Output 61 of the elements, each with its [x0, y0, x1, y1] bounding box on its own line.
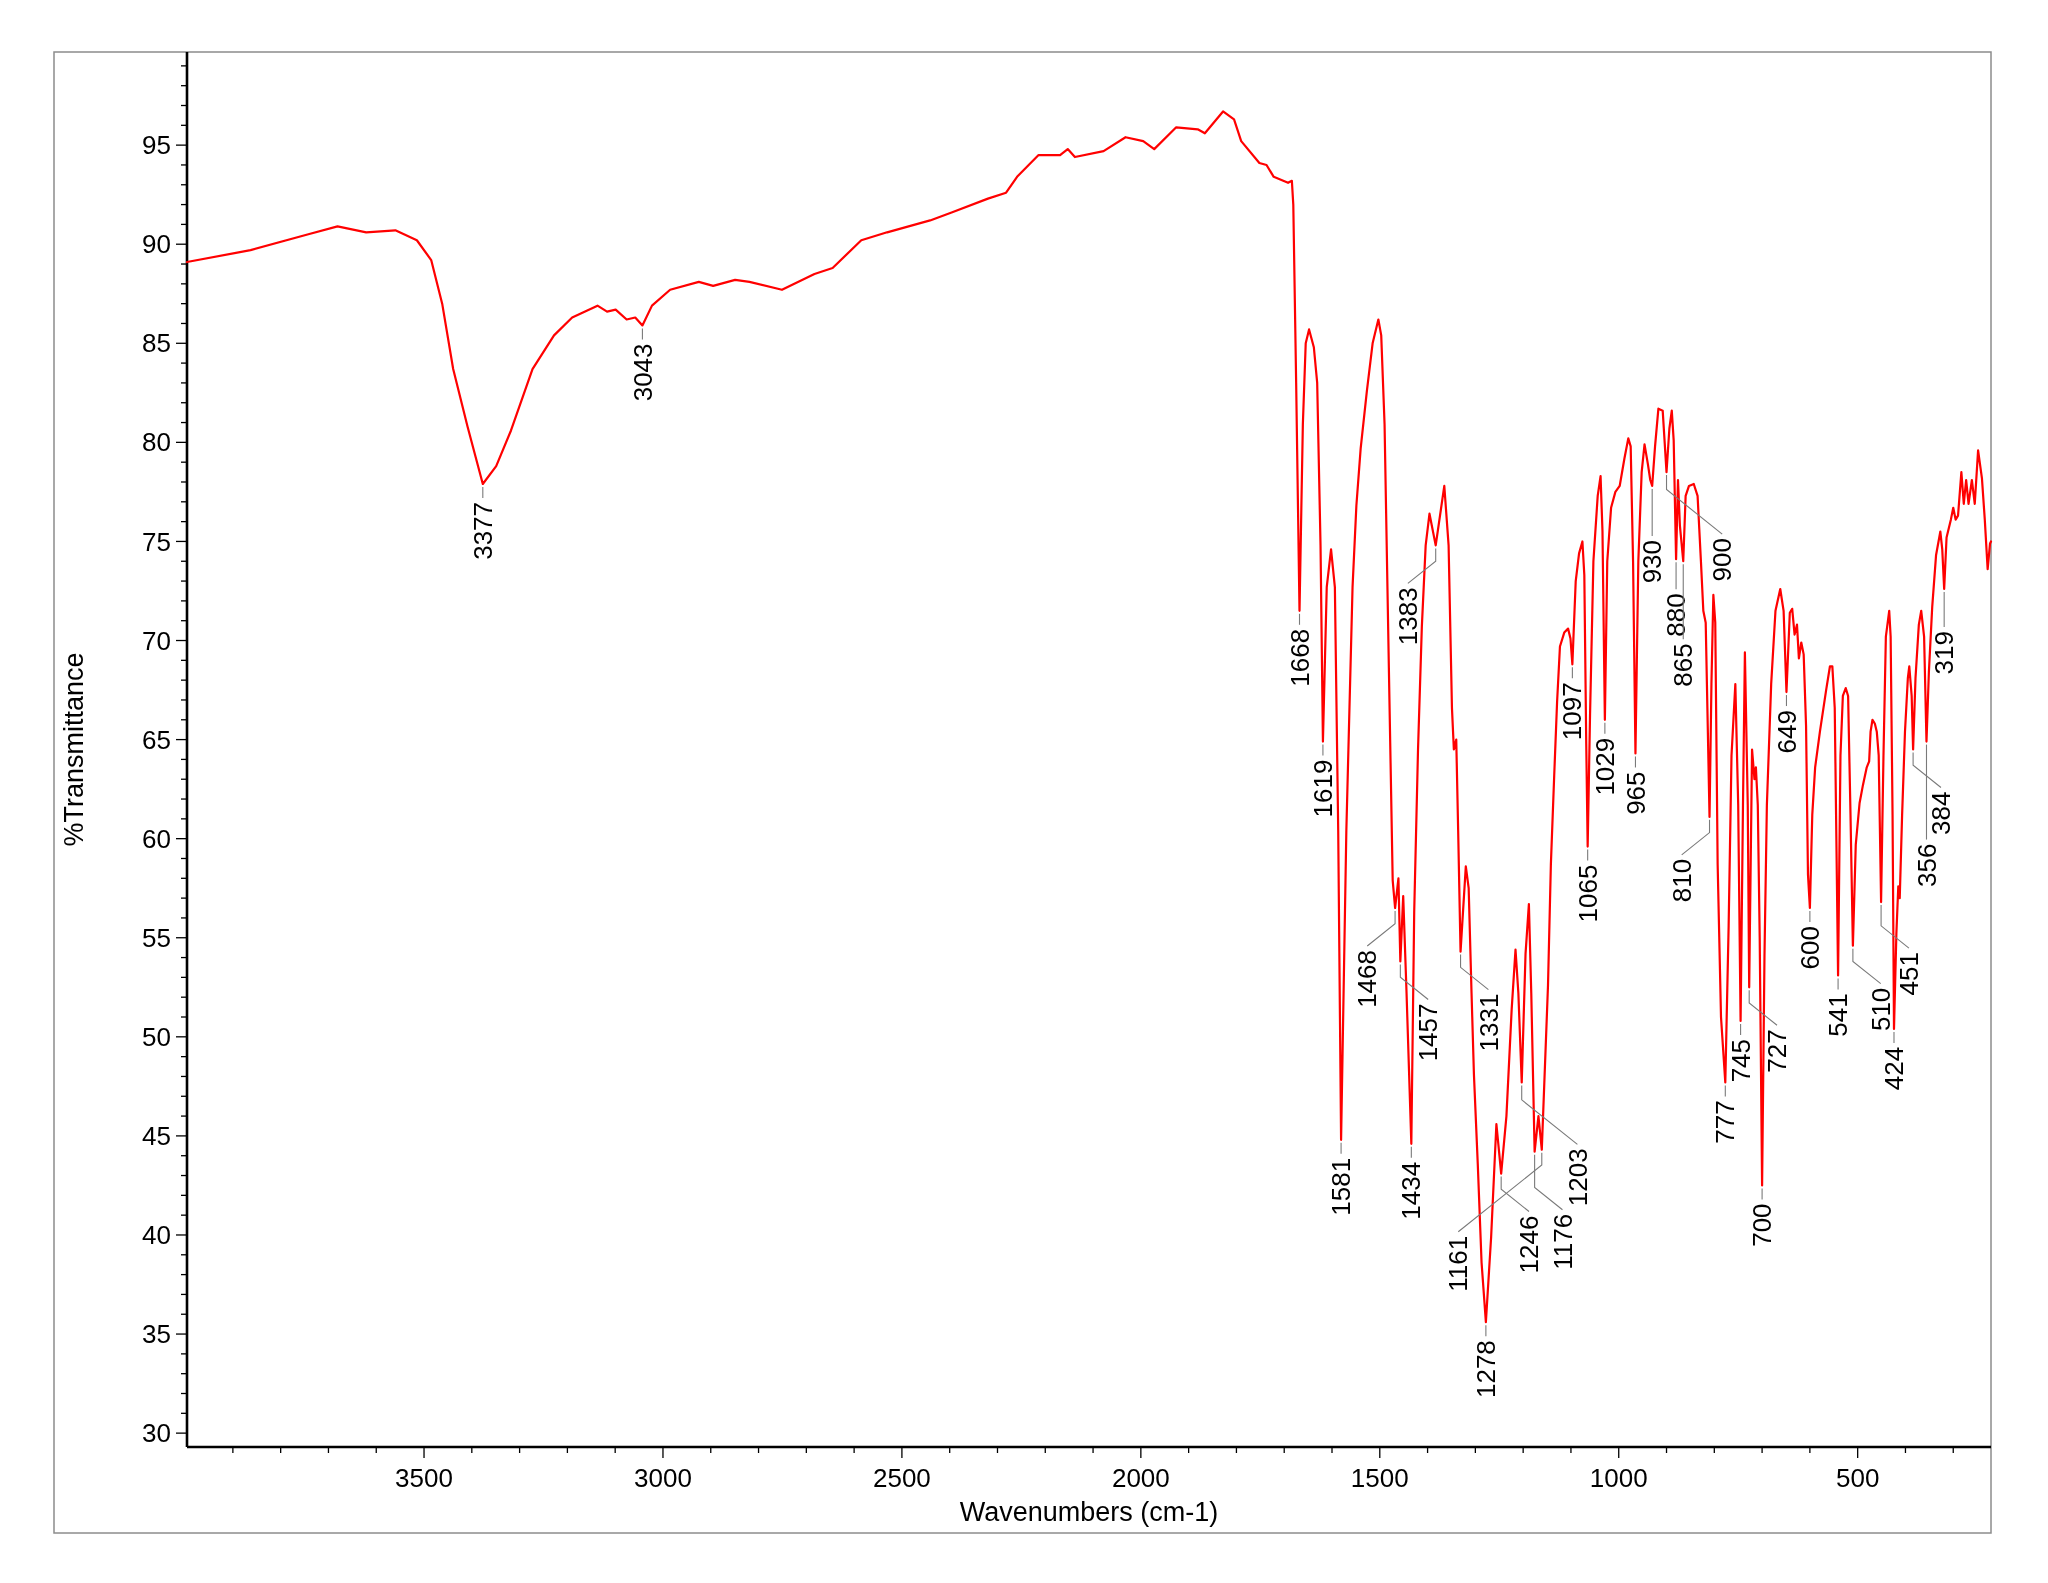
annotation: 649 [1771, 710, 1802, 754]
annotation: 1161 [1443, 1235, 1474, 1292]
annotation: 700 [1747, 1203, 1778, 1247]
annotation: 880 [1661, 593, 1692, 637]
annotation: 3043 [627, 343, 658, 402]
y-tick-label: 80 [142, 427, 171, 458]
y-tick-label: 55 [142, 922, 171, 953]
annotation: 777 [1710, 1100, 1741, 1144]
annotation: 1434 [1396, 1161, 1427, 1220]
y-tick-label: 60 [142, 823, 171, 854]
annotation: 1176 [1547, 1213, 1578, 1270]
y-tick-label: 65 [142, 724, 171, 755]
annotation: 1097 [1557, 682, 1588, 741]
y-tick-label: 45 [142, 1121, 171, 1151]
annotation: 745 [1725, 1038, 1756, 1083]
annotation: 424 [1879, 1046, 1910, 1091]
annotation: 930 [1637, 539, 1668, 584]
annotation: 1278 [1470, 1340, 1501, 1399]
annotation: 810 [1666, 858, 1697, 903]
annotation: 541 [1823, 993, 1854, 1037]
annotation: 451 [1894, 952, 1925, 996]
x-tick-label: 2000 [1111, 1463, 1170, 1493]
x-tick-label: 1500 [1350, 1463, 1409, 1493]
y-tick-label: 50 [142, 1021, 171, 1052]
annotation: 1581 [1326, 1157, 1357, 1216]
annotation: 1203 [1562, 1148, 1593, 1207]
x-tick-label: 1000 [1589, 1463, 1648, 1493]
annotation: 865 [1668, 643, 1699, 687]
annotation: 1065 [1572, 864, 1603, 923]
annotation: 1468 [1352, 950, 1383, 1008]
y-tick-label: 70 [142, 625, 171, 656]
y-axis-title: %Transmittance [59, 652, 90, 847]
y-tick-label: 75 [142, 526, 171, 557]
annotation: 384 [1926, 791, 1957, 835]
annotation: 319 [1929, 631, 1960, 675]
y-tick-label: 35 [142, 1319, 171, 1350]
annotation: 727 [1762, 1029, 1793, 1073]
annotation: 1029 [1589, 737, 1620, 796]
annotation: 1246 [1514, 1215, 1545, 1274]
annotation: 1331 [1473, 993, 1504, 1052]
y-tick-label: 40 [142, 1220, 171, 1251]
x-tick-label: 3500 [395, 1463, 453, 1493]
annotation: 1383 [1392, 587, 1423, 646]
annotation: 510 [1865, 987, 1896, 1032]
annotation: 356 [1911, 843, 1942, 887]
annotation: 1457 [1413, 1003, 1444, 1062]
y-tick-label: 95 [142, 130, 171, 161]
y-tick-label: 30 [142, 1418, 171, 1449]
y-tick-label: 90 [142, 229, 171, 260]
x-tick-label: 500 [1835, 1463, 1880, 1493]
y-tick-label: 85 [142, 328, 171, 359]
annotation: 600 [1794, 926, 1825, 970]
annotation: 3377 [467, 501, 498, 560]
annotation: 965 [1620, 771, 1651, 815]
x-axis-title: Wavenumbers (cm-1) [959, 1497, 1219, 1527]
line-series [185, 110, 1993, 1324]
x-tick-label: 3000 [634, 1463, 692, 1493]
annotation: 1619 [1308, 759, 1339, 818]
x-tick-label: 2500 [872, 1463, 931, 1493]
annotation: 900 [1707, 538, 1738, 582]
annotation: 1668 [1284, 628, 1315, 687]
